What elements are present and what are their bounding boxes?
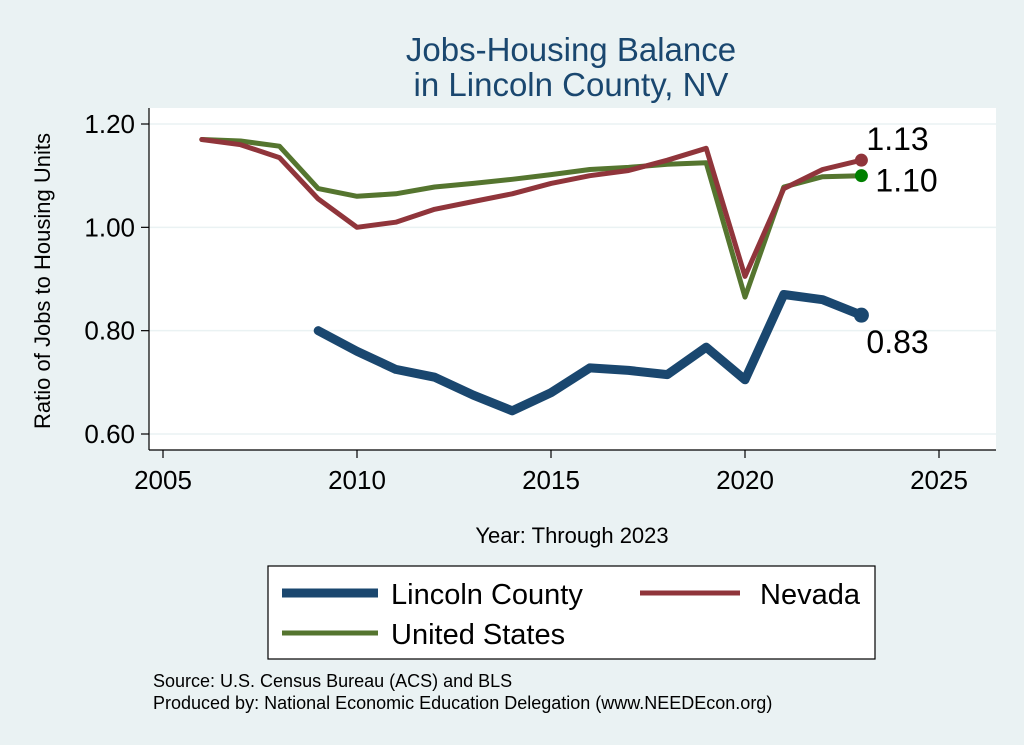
end-marker-nevada [854,153,868,167]
gridlines [149,123,996,435]
legend-label-united-states: United States [391,619,565,651]
x-axis-label: Year: Through 2023 [475,523,668,548]
legend-label-lincoln-county: Lincoln County [391,579,583,611]
end-label-united-states: 1.10 [875,163,937,199]
end-marker-united-states [854,169,868,183]
y-tick-label: 1.00 [84,212,135,242]
x-axis-ticks: 2005 2010 2015 2020 2025 [134,450,968,495]
end-label-lincoln-county: 0.83 [866,324,928,360]
x-tick-label: 2020 [716,465,774,495]
x-tick-label: 2010 [328,465,386,495]
legend: Lincoln County Nevada United States [267,565,876,660]
chart-title-line-1: Jobs-Housing Balance [406,31,736,68]
legend-label-nevada: Nevada [760,579,861,611]
series-layer [199,137,866,416]
legend-box [267,565,876,660]
series-line-lincoln-county [313,290,866,416]
end-label-nevada: 1.13 [866,121,928,157]
y-axis-label: Ratio of Jobs to Housing Units [30,133,55,429]
end-markers: 0.83 1.13 1.10 [853,121,938,360]
plot-area [149,108,996,450]
series-line-nevada [199,137,864,279]
y-tick-label: 0.60 [84,419,135,449]
y-tick-label: 0.80 [84,316,135,346]
x-tick-label: 2005 [134,465,192,495]
x-tick-label: 2015 [522,465,580,495]
source-note: Source: U.S. Census Bureau (ACS) and BLS [153,671,512,691]
end-marker-lincoln-county [853,307,869,323]
x-tick-label: 2025 [910,465,968,495]
chart-title-line-2: in Lincoln County, NV [414,66,729,103]
series-line-united-states [199,137,864,300]
y-tick-label: 1.20 [84,109,135,139]
producer-note: Produced by: National Economic Education… [153,693,772,713]
y-axis-ticks: 0.60 0.80 1.00 1.20 [84,109,149,449]
